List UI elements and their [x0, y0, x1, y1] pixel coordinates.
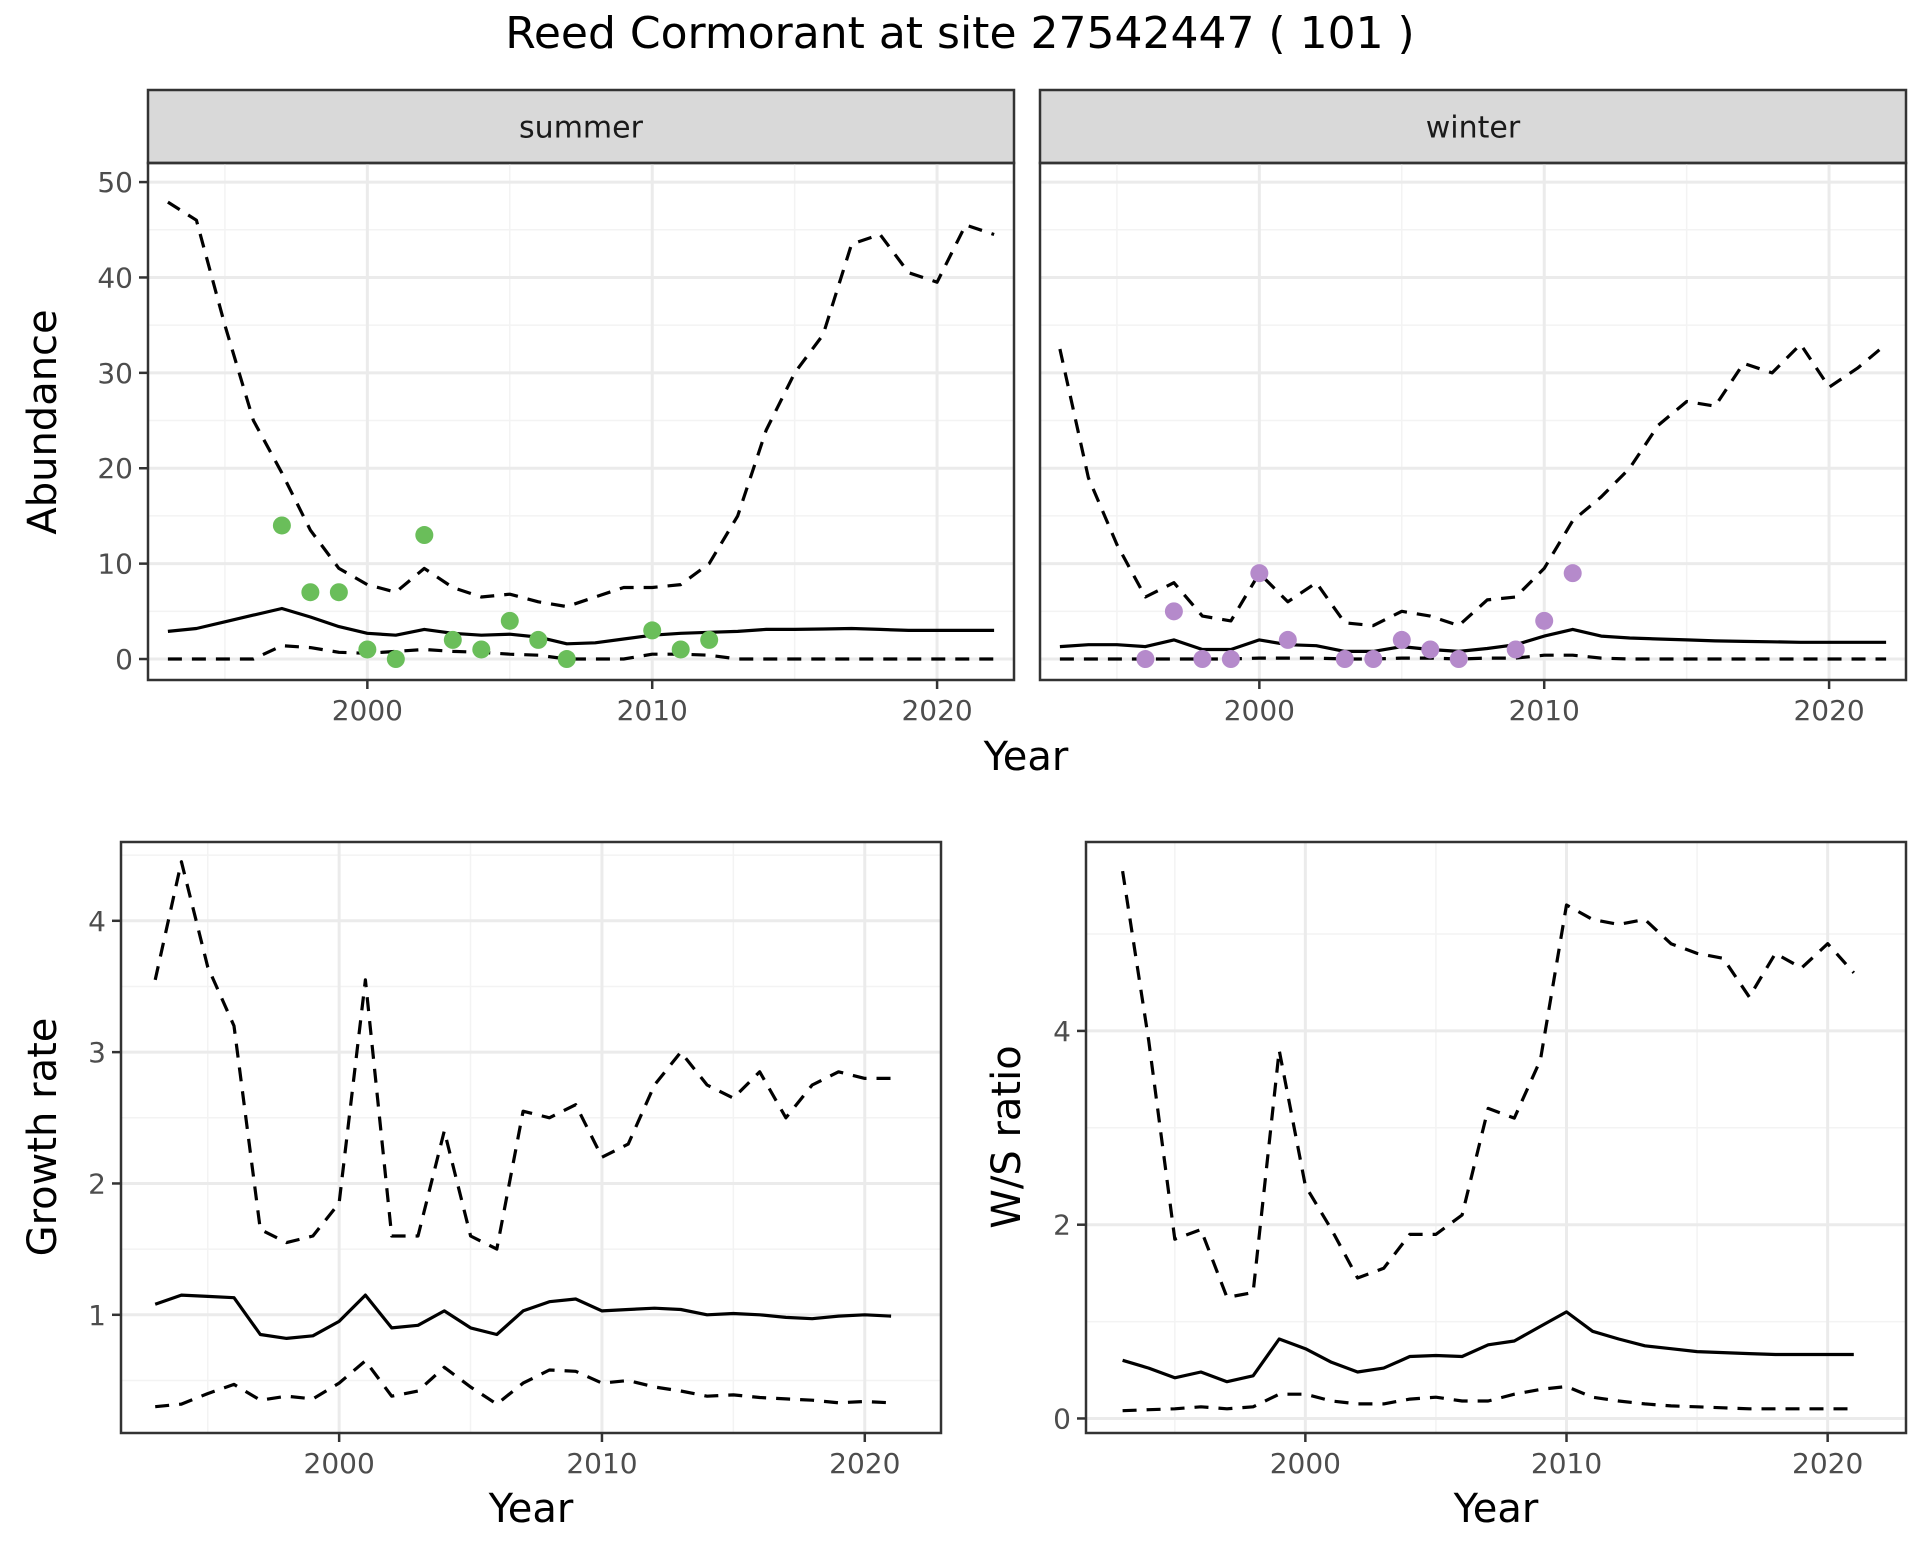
growth-upper-bound-line: [153, 860, 892, 1251]
abundance-winter-estimate-line: [1059, 627, 1887, 653]
growth-x-tick-label: 2000: [304, 1447, 375, 1480]
abundance-winter-observation-point: [1535, 611, 1554, 630]
growth-y-axis-title: Growth rate: [20, 1018, 66, 1257]
abundance-summer-observation-point: [386, 650, 405, 669]
abundance-winter-strip: [1038, 88, 1908, 165]
abundance-winter-x-tick-label: 2000: [1224, 694, 1295, 727]
abundance-summer-y-tick-label: 50: [97, 166, 133, 199]
abundance-summer-lower-bound-line: [167, 644, 995, 661]
abundance-summer-strip: [146, 88, 1016, 165]
abundance-winter-observation-point: [1221, 650, 1240, 669]
abundance-summer-y-tick-label: 30: [97, 357, 133, 390]
abundance-summer-x-tick-label: 2020: [901, 694, 972, 727]
abundance-summer-observation-point: [500, 611, 519, 630]
abundance-summer-y-tick-label: 40: [97, 261, 133, 294]
abundance-winter-observation-point: [1506, 640, 1525, 659]
abundance-summer-observation-point: [671, 640, 690, 659]
abundance-summer-upper-bound-line: [167, 200, 995, 609]
abundance-x-axis-title: Year: [983, 734, 1069, 780]
ws-ratio-y-tick-label: 4: [1053, 1015, 1071, 1048]
ws-ratio-estimate-line: [1122, 1310, 1854, 1384]
growth-y-tick-label: 4: [88, 905, 106, 938]
growth-x-tick-label: 2020: [829, 1447, 900, 1480]
ws-ratio-x-tick-label: 2000: [1270, 1447, 1341, 1480]
ws-ratio-x-tick-label: 2020: [1792, 1447, 1863, 1480]
abundance-winter-observation-point: [1392, 630, 1411, 649]
growth-y-tick-label: 2: [88, 1167, 106, 1200]
ws-ratio-panel-border: [1084, 840, 1908, 1435]
abundance-summer-x-tick-label: 2000: [332, 694, 403, 727]
abundance-winter-observation-point: [1164, 602, 1183, 621]
abundance-summer-observation-point: [472, 640, 491, 659]
growth-estimate-line: [154, 1293, 892, 1340]
abundance-summer-y-tick-label: 20: [97, 452, 133, 485]
ws-ratio-x-tick-label: 2010: [1531, 1447, 1602, 1480]
abundance-summer-observation-point: [329, 583, 348, 602]
ws-ratio-lower-bound-line: [1122, 1384, 1854, 1413]
abundance-summer-observation-point: [529, 630, 548, 649]
abundance-summer-panel: 2000 2010 2020 0 10 20 30 40 50: [97, 161, 1016, 727]
ws-ratio-y-tick-label: 2: [1053, 1209, 1071, 1242]
abundance-winter-observation-point: [1364, 650, 1383, 669]
abundance-summer-observation-point: [443, 630, 462, 649]
ws-ratio-panel: 2000 2010 2020 0 2 4: [1053, 840, 1908, 1480]
abundance-winter-panel-border: [1038, 161, 1908, 682]
abundance-winter-observation-point: [1421, 640, 1440, 659]
abundance-summer-y-tick-label: 10: [97, 548, 133, 581]
abundance-winter-panel: 2000 2010 2020: [1038, 161, 1908, 727]
abundance-winter-observation-point: [1278, 630, 1297, 649]
abundance-summer-observation-point: [415, 526, 434, 545]
growth-y-tick-label: 1: [88, 1299, 106, 1332]
abundance-winter-observation-point: [1335, 650, 1354, 669]
abundance-summer-estimate-line: [167, 606, 995, 646]
abundance-winter-observation-point: [1250, 564, 1269, 583]
abundance-summer-observation-point: [700, 630, 719, 649]
chart-title: Reed Cormorant at site 27542447 ( 101 ): [505, 8, 1414, 59]
abundance-winter-observation-point: [1136, 650, 1155, 669]
abundance-summer-x-tick-label: 2010: [617, 694, 688, 727]
abundance-winter-x-tick-label: 2010: [1509, 694, 1580, 727]
abundance-winter-observation-point: [1563, 564, 1582, 583]
abundance-summer-observation-point: [272, 516, 291, 535]
abundance-summer-observation-point: [557, 650, 576, 669]
growth-panel-border: [119, 840, 943, 1435]
abundance-winter-x-tick-label: 2020: [1793, 694, 1864, 727]
abundance-y-axis-title: Abundance: [20, 309, 66, 534]
ws-ratio-y-axis-title: W/S ratio: [984, 1045, 1030, 1228]
ws-ratio-upper-bound-line: [1121, 870, 1855, 1299]
growth-x-axis-title: Year: [488, 1486, 574, 1532]
ws-ratio-y-tick-label: 0: [1053, 1402, 1071, 1435]
growth-lower-bound-line: [155, 1359, 892, 1409]
abundance-summer-strip-label: summer: [519, 111, 644, 146]
growth-y-tick-label: 3: [88, 1036, 106, 1069]
growth-panel: 2000 2010 2020 1 2 3 4: [88, 840, 943, 1480]
abundance-summer-panel-border: [146, 161, 1016, 682]
abundance-winter-lower-bound-line: [1059, 653, 1887, 661]
abundance-summer-observation-point: [301, 583, 320, 602]
abundance-winter-observation-point: [1193, 650, 1212, 669]
abundance-summer-observation-point: [643, 621, 662, 640]
abundance-winter-observation-point: [1449, 650, 1468, 669]
abundance-summer-observation-point: [358, 640, 377, 659]
abundance-summer-y-tick-label: 0: [115, 643, 133, 676]
abundance-winter-upper-bound-line: [1058, 342, 1888, 628]
abundance-winter-strip-label: winter: [1426, 111, 1521, 146]
growth-x-tick-label: 2010: [566, 1447, 637, 1480]
ws-ratio-x-axis-title: Year: [1453, 1486, 1539, 1532]
